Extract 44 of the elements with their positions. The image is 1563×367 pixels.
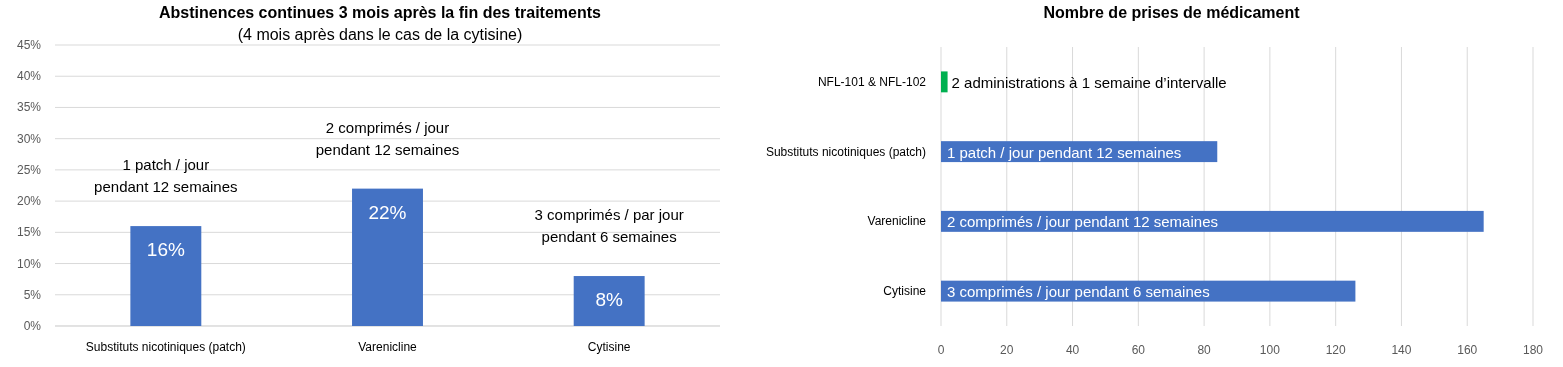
bar [941,71,948,93]
chart-subtitle: (4 mois après dans le cas de la cytisine) [237,26,523,43]
x-tick-label: Varenicline [358,340,418,354]
annotation: 3 comprimés / jour pendant 6 semaines [947,283,1210,301]
y-tick-label: 45% [16,38,42,52]
x-tick-label: 160 [1457,343,1478,357]
annotation: 2 administrations à 1 semaine d’intervalle [951,73,1227,91]
x-tick-label: 20 [1000,343,1014,357]
x-tick-label: Substituts nicotiniques (patch) [85,340,246,354]
y-tick-label: 10% [16,256,42,271]
y-tick-label: Varenicline [867,214,927,229]
bar [130,226,202,326]
y-tick-label: NFL-101 & NFL-102 [817,74,927,89]
x-tick-label: 100 [1259,343,1281,357]
y-tick-label: Substituts nicotiniques (patch) [765,144,926,159]
chart-title: Nombre de prises de médicament [1043,4,1301,21]
y-tick-label: 35% [16,100,42,115]
x-tick-label: 40 [1065,343,1080,357]
data-label: 22% [368,201,407,223]
y-tick-label: 40% [16,69,42,84]
y-tick-label: 20% [16,194,42,209]
x-tick-label: 60 [1131,343,1146,357]
y-tick-label: Cytisine [883,284,927,299]
x-tick-label: 0 [937,343,945,357]
y-tick-label: 0% [23,319,42,333]
y-tick-label: 25% [16,162,42,177]
data-label: 8% [595,289,623,311]
y-tick-label: 30% [16,131,42,146]
y-tick-label: 15% [16,225,42,240]
bar [352,188,423,326]
x-tick-label: 140 [1391,343,1412,357]
annotation: 2 comprimés / jour pendant 12 semaines [315,118,460,158]
bar [573,276,645,326]
annotation: 1 patch / jour pendant 12 semaines [947,143,1182,161]
y-tick-label: 5% [23,287,42,302]
x-tick-label: 120 [1325,343,1346,357]
annotation: 3 comprimés / par jour pendant 6 semaines [534,206,684,246]
annotation: 1 patch / jour pendant 12 semaines [94,156,238,196]
x-tick-label: Cytisine [587,340,631,354]
data-label: 16% [146,239,185,261]
annotation: 2 comprimés / jour pendant 12 semaines [947,213,1218,231]
x-tick-label: 180 [1522,343,1544,357]
x-tick-label: 80 [1197,343,1212,357]
chart-title: Abstinences continues 3 mois après la fin des traitements [159,4,602,21]
